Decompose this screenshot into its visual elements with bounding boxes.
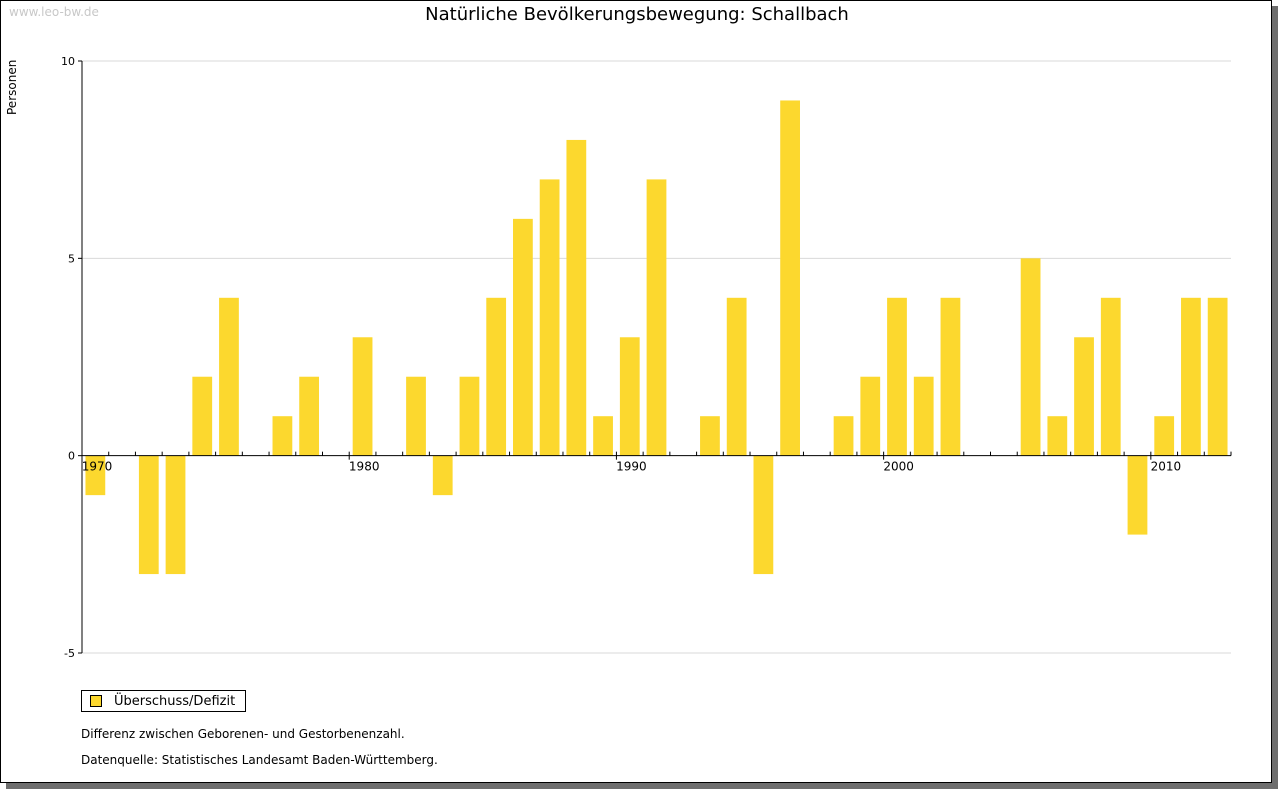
bar — [513, 218, 533, 456]
bar — [219, 297, 239, 456]
legend-label: Überschuss/Defizit — [114, 693, 236, 709]
bar — [352, 337, 373, 456]
chart-title: Natürliche Bevölkerungsbewegung: Schallb… — [425, 4, 849, 25]
y-tick-label: 10 — [61, 55, 75, 68]
bar — [619, 337, 640, 456]
watermark: www.leo-bw.de — [9, 5, 99, 19]
footnote-source: Datenquelle: Statistisches Landesamt Bad… — [81, 753, 438, 767]
bar — [1020, 258, 1041, 456]
x-tick-label: 1980 — [349, 460, 380, 474]
footnote-difference: Differenz zwischen Geborenen- und Gestor… — [81, 727, 405, 741]
bar — [700, 416, 720, 456]
x-tick-label: 1970 — [82, 460, 113, 474]
bar — [432, 455, 453, 496]
y-tick-label: 0 — [68, 450, 75, 463]
x-tick-label: 2010 — [1151, 460, 1182, 474]
bar — [753, 455, 774, 575]
bar — [272, 416, 293, 456]
y-tick-label: 5 — [68, 252, 75, 265]
bar — [459, 376, 480, 456]
bar — [1154, 416, 1175, 456]
bar — [1100, 297, 1121, 456]
bar — [913, 376, 934, 456]
bar — [940, 297, 961, 456]
bar — [726, 297, 747, 456]
bar — [192, 376, 213, 456]
bar — [887, 297, 907, 456]
bar — [406, 376, 426, 456]
bar — [833, 416, 854, 456]
bar — [1127, 455, 1148, 535]
bar — [539, 179, 560, 456]
y-tick-label: -5 — [64, 647, 75, 660]
bar — [780, 100, 800, 456]
bar — [593, 416, 613, 456]
x-tick-label: 2000 — [883, 460, 914, 474]
bar — [1207, 297, 1228, 456]
bar — [566, 139, 587, 456]
bar — [138, 455, 159, 575]
bar — [486, 297, 507, 456]
bar — [860, 376, 881, 456]
bar — [1047, 416, 1068, 456]
bar — [299, 376, 320, 456]
bar — [165, 455, 186, 575]
x-tick-label: 1990 — [616, 460, 647, 474]
bar — [1181, 297, 1201, 456]
bar — [646, 179, 667, 456]
legend: Überschuss/Defizit — [81, 690, 247, 712]
legend-swatch — [90, 695, 102, 707]
bar — [85, 455, 106, 496]
bar — [1074, 337, 1094, 456]
